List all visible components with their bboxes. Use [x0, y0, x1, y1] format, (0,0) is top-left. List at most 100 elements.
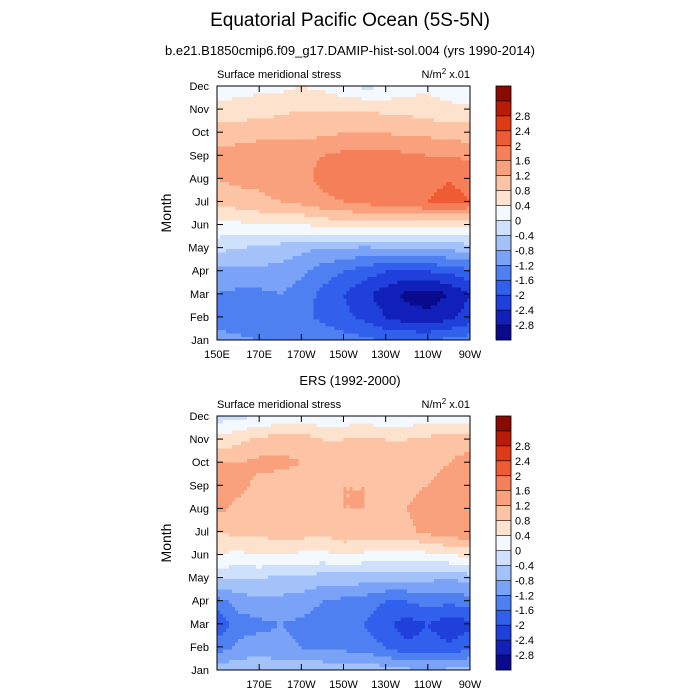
- contour-cell: [250, 234, 254, 239]
- contour-cell: [277, 184, 281, 189]
- contour-cell: [256, 223, 260, 228]
- contour-cell: [403, 308, 408, 313]
- contour-cell: [445, 237, 450, 242]
- contour-cell: [358, 230, 363, 235]
- contour-cell: [457, 276, 462, 281]
- contour-cell: [256, 163, 260, 168]
- contour-cell: [295, 325, 299, 331]
- contour-cell: [346, 276, 351, 281]
- contour-cell: [319, 241, 324, 246]
- contour-cell: [229, 325, 233, 331]
- contour-cell: [340, 290, 345, 295]
- contour-cell: [262, 167, 266, 172]
- contour-cell: [412, 177, 417, 182]
- contour-cell: [427, 336, 432, 341]
- contour-cell: [394, 184, 399, 189]
- contour-cell: [319, 251, 324, 256]
- contour-cell: [391, 188, 396, 193]
- contour-cell: [286, 318, 290, 323]
- contour-cell: [373, 188, 378, 193]
- contour-cell: [274, 304, 278, 309]
- contour-cell: [361, 297, 366, 302]
- contour-cell: [325, 287, 330, 292]
- contour-cell: [421, 177, 426, 182]
- contour-cell: [412, 237, 417, 242]
- contour-cell: [316, 308, 320, 313]
- panel-2-title: ERS (1992-2000): [299, 373, 401, 388]
- contour-cell: [250, 304, 254, 309]
- contour-cell: [229, 209, 233, 214]
- contour-cell: [346, 248, 351, 253]
- contour-cell: [436, 167, 441, 172]
- contour-cell: [295, 177, 299, 182]
- contour-cell: [442, 230, 447, 235]
- contour-cell: [289, 213, 293, 218]
- contour-cell: [220, 287, 224, 292]
- contour-cell: [454, 276, 459, 281]
- contour-cell: [403, 290, 408, 295]
- contour-cell: [280, 308, 284, 313]
- contour-cell: [454, 255, 459, 260]
- contour-cell: [343, 163, 348, 168]
- contour-cell: [277, 251, 281, 256]
- contour-cell: [283, 177, 287, 182]
- contour-cell: [448, 160, 453, 165]
- contour-cell: [373, 315, 378, 320]
- contour-cell: [316, 160, 320, 165]
- contour-cell: [220, 209, 224, 214]
- contour-cell: [334, 220, 339, 225]
- contour-cell: [445, 318, 450, 323]
- contour-cell: [274, 174, 278, 179]
- contour-cell: [394, 258, 399, 263]
- contour-cell: [256, 297, 260, 302]
- contour-cell: [406, 198, 411, 204]
- contour-cell: [397, 332, 402, 338]
- contour-cell: [343, 188, 348, 193]
- contour-cell: [442, 174, 447, 179]
- contour-cell: [250, 311, 254, 316]
- contour-cell: [454, 244, 459, 249]
- contour-cell: [340, 304, 345, 309]
- contour-cell: [364, 209, 369, 214]
- contour-cell: [319, 308, 324, 313]
- contour-cell: [253, 322, 257, 327]
- contour-cell: [292, 276, 296, 281]
- contour-cell: [274, 294, 278, 299]
- contour-cell: [232, 304, 236, 309]
- contour-cell: [241, 213, 245, 218]
- contour-cell: [247, 195, 251, 200]
- contour-cell: [391, 329, 396, 334]
- contour-cell: [226, 325, 230, 331]
- contour-cell: [370, 290, 375, 295]
- contour-cell: [301, 174, 305, 179]
- contour-cell: [316, 290, 320, 295]
- contour-cell: [229, 241, 233, 246]
- contour-cell: [325, 181, 330, 186]
- contour-cell: [433, 237, 438, 242]
- contour-cell: [280, 304, 284, 309]
- contour-cell: [283, 322, 287, 327]
- contour-cell: [358, 318, 363, 323]
- contour-cell: [268, 213, 272, 218]
- contour-cell: [235, 184, 239, 189]
- contour-cell: [331, 304, 336, 309]
- contour-cell: [247, 213, 251, 218]
- contour-cell: [355, 297, 360, 302]
- contour-cell: [235, 163, 239, 168]
- contour-cell: [259, 156, 263, 161]
- contour-cell: [433, 223, 438, 228]
- contour-cell: [232, 198, 236, 204]
- contour-cell: [391, 311, 396, 316]
- contour-cell: [250, 287, 254, 292]
- contour-cell: [277, 336, 281, 341]
- contour-cell: [262, 188, 266, 193]
- contour-cell: [217, 287, 221, 292]
- contour-cell: [286, 216, 290, 221]
- contour-cell: [346, 290, 351, 295]
- contour-cell: [442, 329, 447, 334]
- contour-cell: [337, 262, 342, 267]
- contour-cell: [415, 184, 420, 189]
- contour-cell: [238, 262, 242, 267]
- contour-cell: [250, 325, 254, 331]
- contour-cell: [232, 167, 236, 172]
